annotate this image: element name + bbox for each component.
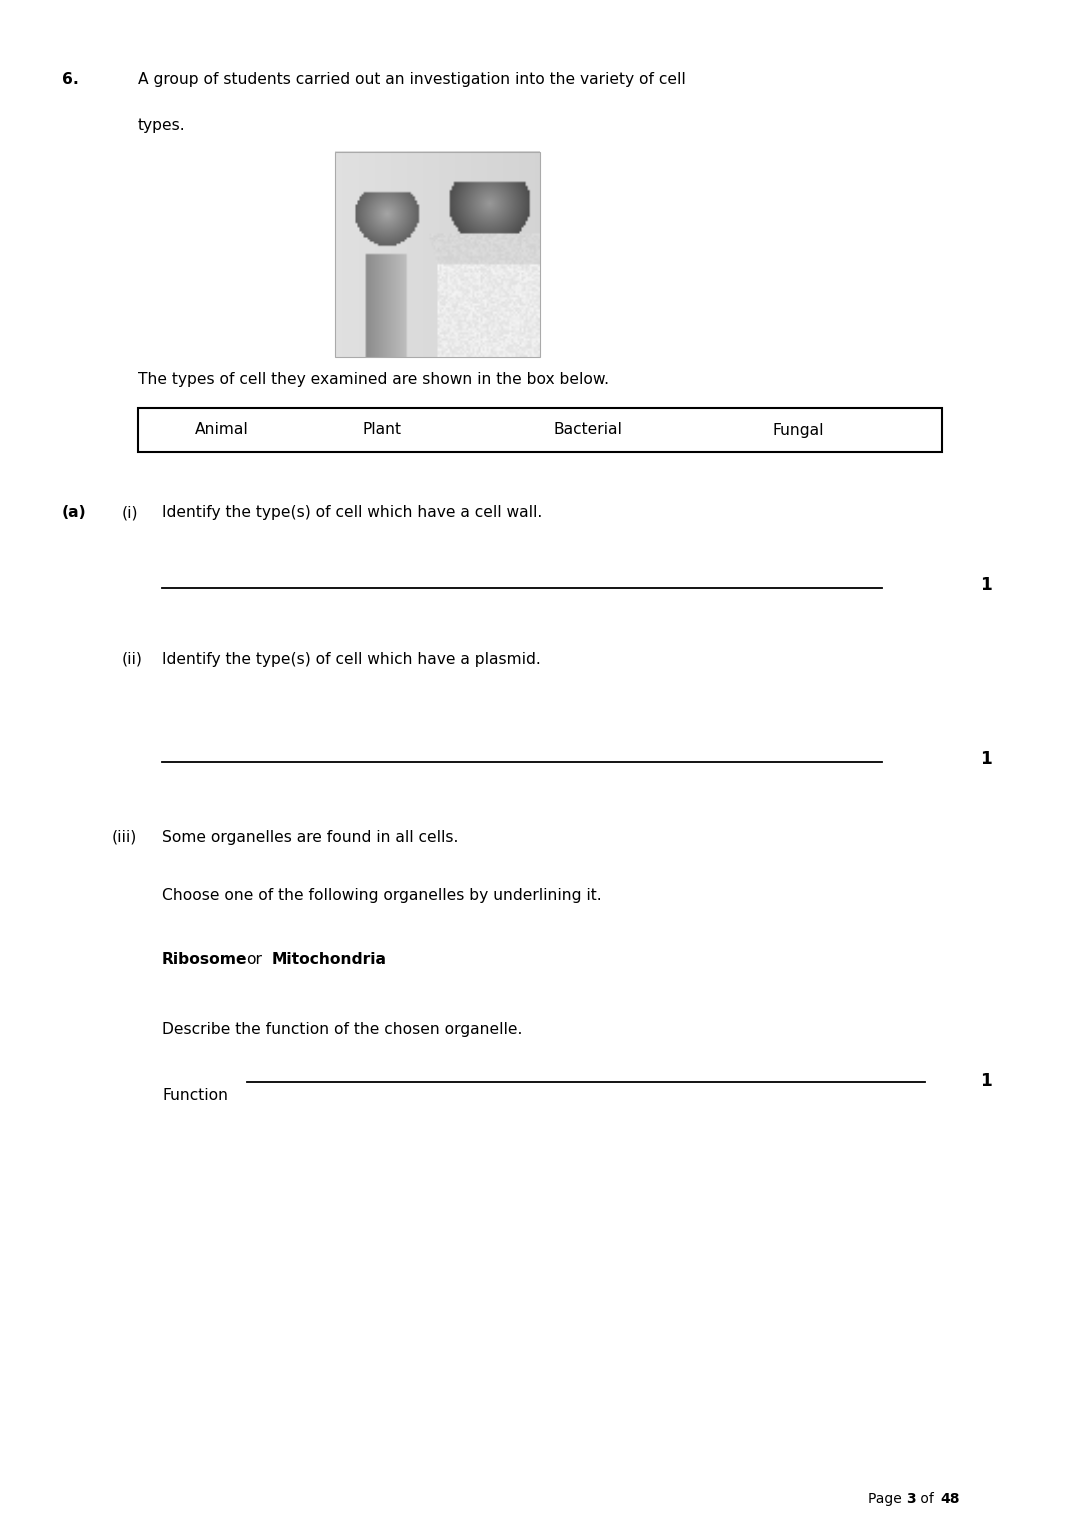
Text: The types of cell they examined are shown in the box below.: The types of cell they examined are show… bbox=[138, 373, 609, 386]
Text: (ii): (ii) bbox=[122, 652, 143, 667]
Text: 1: 1 bbox=[980, 1072, 991, 1090]
Text: Plant: Plant bbox=[363, 423, 402, 438]
Text: Bacterial: Bacterial bbox=[554, 423, 622, 438]
Text: types.: types. bbox=[138, 118, 186, 133]
Text: A group of students carried out an investigation into the variety of cell: A group of students carried out an inves… bbox=[138, 72, 686, 87]
Text: or: or bbox=[246, 951, 261, 967]
Bar bbox=[138, 408, 942, 452]
Text: (i): (i) bbox=[122, 505, 138, 521]
Text: Page: Page bbox=[868, 1492, 906, 1506]
Text: Function: Function bbox=[162, 1089, 228, 1102]
Bar bbox=[335, 153, 540, 357]
Text: 1: 1 bbox=[980, 576, 991, 594]
Text: Some organelles are found in all cells.: Some organelles are found in all cells. bbox=[162, 831, 458, 844]
Text: of: of bbox=[916, 1492, 939, 1506]
Text: Fungal: Fungal bbox=[772, 423, 824, 438]
Text: Animal: Animal bbox=[195, 423, 248, 438]
Text: Mitochondria: Mitochondria bbox=[272, 951, 387, 967]
Text: Describe the function of the chosen organelle.: Describe the function of the chosen orga… bbox=[162, 1022, 523, 1037]
Text: 1: 1 bbox=[980, 750, 991, 768]
Text: Ribosome: Ribosome bbox=[162, 951, 247, 967]
Text: (a): (a) bbox=[62, 505, 86, 521]
Text: 6.: 6. bbox=[62, 72, 79, 87]
Text: (iii): (iii) bbox=[112, 831, 137, 844]
Text: 48: 48 bbox=[940, 1492, 959, 1506]
Text: Identify the type(s) of cell which have a plasmid.: Identify the type(s) of cell which have … bbox=[162, 652, 541, 667]
Text: Choose one of the following organelles by underlining it.: Choose one of the following organelles b… bbox=[162, 889, 602, 902]
Text: Identify the type(s) of cell which have a cell wall.: Identify the type(s) of cell which have … bbox=[162, 505, 542, 521]
Text: 3: 3 bbox=[906, 1492, 916, 1506]
